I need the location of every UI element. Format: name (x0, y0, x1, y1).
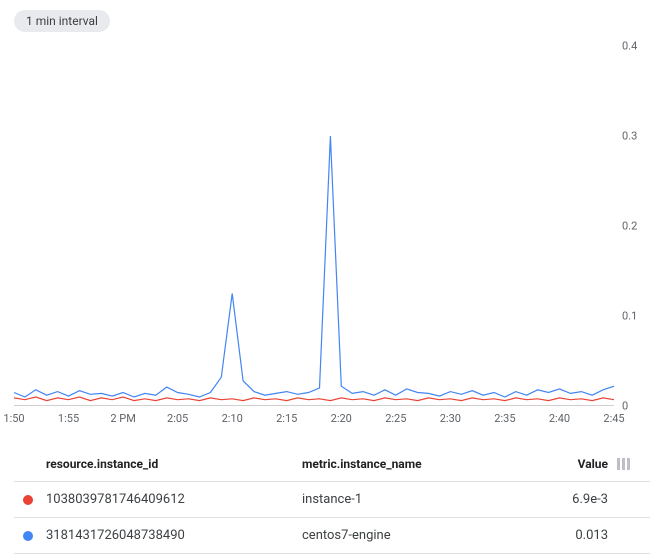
x-tick-label: 2:20 (331, 412, 352, 425)
cell-value: 6.9e-3 (532, 492, 612, 507)
chart-series-line (14, 136, 614, 397)
y-tick-label: 0.1 (622, 310, 637, 323)
x-tick-label: 2:05 (167, 412, 188, 425)
x-axis: 1:501:552 PM2:052:102:152:202:252:302:35… (14, 412, 614, 432)
cell-id: 1038039781746409612 (42, 492, 302, 507)
x-tick-label: 2:25 (385, 412, 406, 425)
col-header-name[interactable]: metric.instance_name (302, 457, 532, 471)
chart-series-line (14, 397, 614, 401)
x-tick-label: 1:55 (58, 412, 79, 425)
interval-badge[interactable]: 1 min interval (14, 10, 110, 32)
y-tick-label: 0.4 (622, 40, 637, 53)
x-tick-label: 2:15 (276, 412, 297, 425)
metrics-table: resource.instance_id metric.instance_nam… (14, 446, 650, 554)
col-header-id[interactable]: resource.instance_id (42, 457, 302, 471)
table-header: resource.instance_id metric.instance_nam… (14, 446, 650, 482)
cell-name: centos7-engine (302, 528, 532, 543)
series-dot-icon (23, 531, 33, 541)
x-tick-label: 2 PM (110, 412, 135, 425)
col-header-value[interactable]: Value (532, 457, 612, 471)
y-tick-label: 0.2 (622, 220, 637, 233)
x-tick-label: 2:45 (603, 412, 624, 425)
y-tick-label: 0.3 (622, 130, 637, 143)
x-tick-label: 2:30 (440, 412, 461, 425)
x-tick-label: 2:35 (494, 412, 515, 425)
chart: 1:501:552 PM2:052:102:152:202:252:302:35… (14, 46, 650, 436)
cell-value: 0.013 (532, 528, 612, 543)
x-tick-label: 2:10 (222, 412, 243, 425)
x-tick-label: 2:40 (549, 412, 570, 425)
x-tick-label: 1:50 (3, 412, 24, 425)
table-row[interactable]: 3181431726048738490 centos7-engine 0.013 (14, 518, 650, 554)
columns-config-icon[interactable] (617, 458, 631, 470)
cell-id: 3181431726048738490 (42, 528, 302, 543)
y-tick-label: 0 (622, 400, 628, 413)
series-dot-icon (23, 495, 33, 505)
chart-svg (14, 46, 614, 406)
chart-plot (14, 46, 614, 406)
table-row[interactable]: 1038039781746409612 instance-1 6.9e-3 (14, 482, 650, 518)
cell-name: instance-1 (302, 492, 532, 507)
